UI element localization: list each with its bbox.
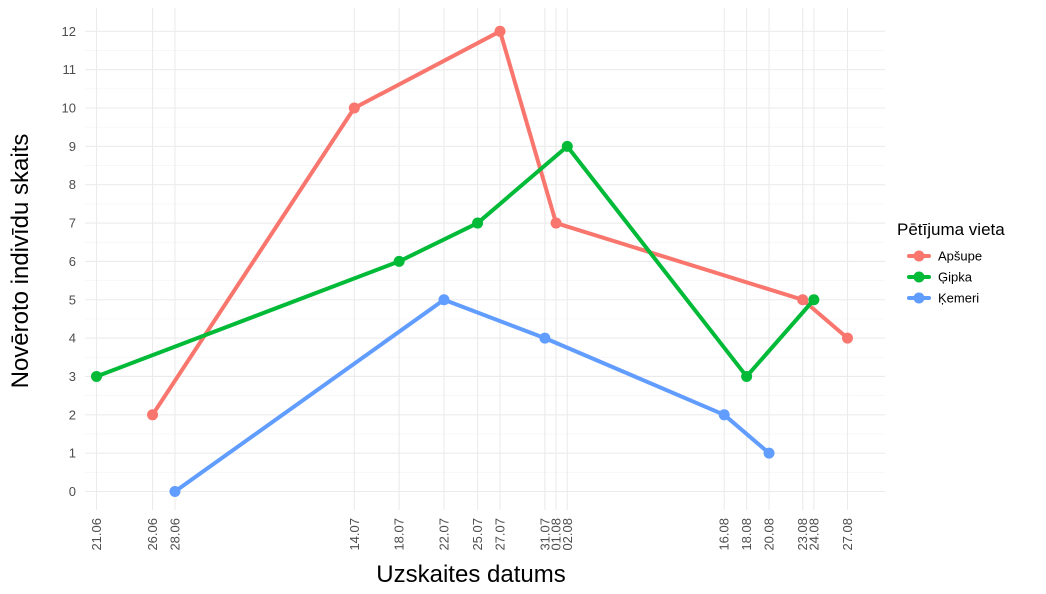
legend-label: Ķemeri [938, 291, 979, 306]
legend: Pētījuma vieta Apšupe Ģipka Ķemeri [897, 220, 1005, 306]
x-tick-label: 20.08 [762, 518, 777, 551]
x-tick-label: 24.08 [806, 518, 821, 551]
legend-key-point [913, 250, 925, 262]
legend-label: Ģipka [938, 270, 973, 285]
x-tick-label: 18.07 [392, 518, 407, 551]
x-tick-label: 22.07 [436, 518, 451, 551]
legend-label: Apšupe [938, 249, 982, 264]
x-tick-label: 02.08 [560, 518, 575, 551]
x-tick-label: 01.08 [549, 518, 564, 551]
legend-key-point [913, 271, 925, 283]
x-tick-label: 28.06 [167, 518, 182, 551]
y-tick-label: 5 [69, 292, 76, 307]
x-axis-ticks: 21.06 26.06 28.06 14.07 18.07 22.07 25.07 27.07… [89, 518, 855, 551]
series-layer [91, 25, 853, 497]
data-point [539, 332, 551, 344]
data-point [718, 409, 730, 421]
x-tick-label: 14.07 [347, 518, 362, 551]
series-line [94, 144, 816, 379]
data-point [741, 370, 753, 382]
x-tick-label: 27.07 [493, 518, 508, 551]
data-point [842, 332, 853, 344]
x-tick-label: 23.08 [795, 518, 810, 551]
y-axis-title: Novēroto indivīdu skaits [7, 134, 34, 389]
y-tick-label: 12 [62, 24, 76, 39]
y-tick-label: 8 [69, 177, 76, 192]
data-point [169, 486, 181, 497]
series-ģipka [91, 140, 820, 382]
y-tick-label: 10 [62, 101, 76, 116]
grid [85, 8, 885, 510]
x-tick-label: 18.08 [739, 518, 754, 551]
data-point [763, 447, 775, 459]
x-tick-label: 27.08 [840, 518, 855, 551]
y-tick-label: 4 [69, 331, 76, 346]
legend-key-point [913, 292, 925, 304]
data-point [147, 409, 159, 421]
data-point [550, 217, 562, 229]
data-point [808, 294, 820, 306]
data-point [438, 294, 450, 306]
y-tick-label: 6 [69, 254, 76, 269]
x-axis-title: Uzskaites datums [376, 561, 565, 588]
legend-title: Pētījuma vieta [897, 220, 1005, 239]
y-tick-label: 11 [63, 62, 77, 77]
data-point [797, 294, 809, 306]
data-point [393, 255, 405, 267]
x-tick-label: 16.08 [717, 518, 732, 551]
data-point [348, 102, 360, 114]
data-point [91, 370, 102, 382]
y-tick-label: 0 [69, 484, 76, 499]
data-point [561, 140, 573, 152]
y-tick-label: 9 [69, 139, 76, 154]
y-tick-label: 2 [69, 407, 76, 422]
series-ķemeri [169, 294, 775, 497]
y-tick-label: 7 [69, 216, 76, 231]
x-tick-label: 26.06 [145, 518, 160, 551]
data-point [494, 25, 506, 37]
x-tick-label: 31.07 [537, 518, 552, 551]
x-tick-label: 21.06 [89, 518, 104, 551]
data-point [472, 217, 484, 229]
y-tick-label: 1 [69, 446, 76, 461]
y-tick-label: 3 [69, 369, 76, 384]
x-tick-label: 25.07 [470, 518, 485, 551]
